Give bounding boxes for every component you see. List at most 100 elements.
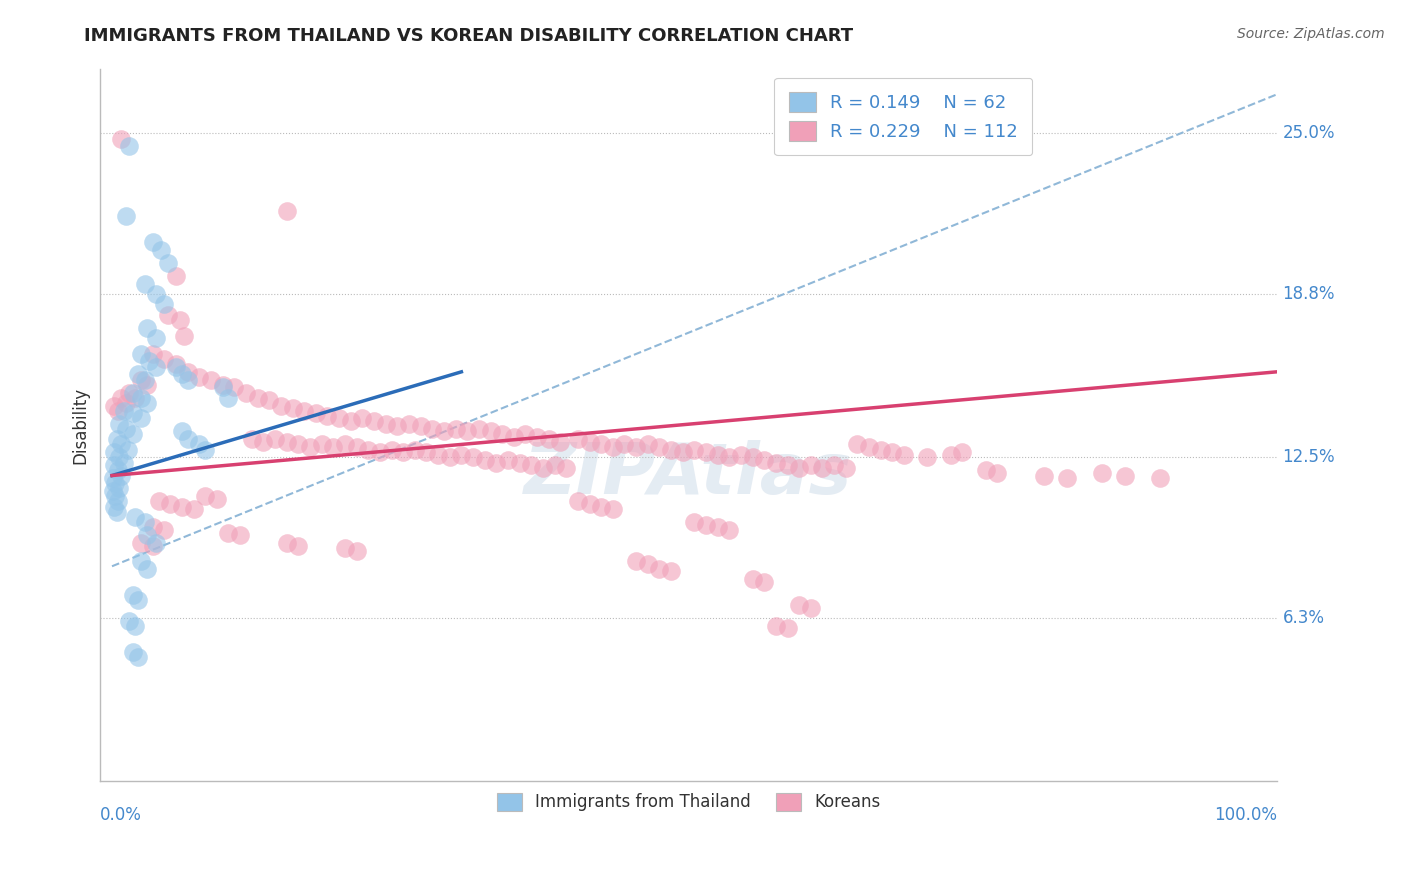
Point	[110, 437, 132, 451]
Point	[550, 434, 572, 449]
Point	[339, 414, 361, 428]
Point	[173, 328, 195, 343]
Point	[134, 277, 156, 291]
Point	[127, 368, 149, 382]
Point	[287, 539, 309, 553]
Point	[103, 458, 125, 472]
Point	[624, 440, 647, 454]
Point	[124, 619, 146, 633]
Point	[145, 287, 167, 301]
Point	[1114, 468, 1136, 483]
Point	[787, 460, 810, 475]
Point	[136, 377, 159, 392]
Point	[110, 391, 132, 405]
Point	[485, 456, 508, 470]
Point	[380, 442, 402, 457]
Point	[404, 442, 426, 457]
Point	[118, 385, 141, 400]
Point	[683, 515, 706, 529]
Point	[252, 434, 274, 449]
Point	[893, 448, 915, 462]
Point	[177, 373, 200, 387]
Point	[156, 256, 179, 270]
Point	[648, 440, 671, 454]
Point	[502, 430, 524, 444]
Text: 12.5%: 12.5%	[1282, 449, 1336, 467]
Text: 6.3%: 6.3%	[1282, 609, 1324, 627]
Point	[134, 373, 156, 387]
Point	[543, 458, 565, 472]
Point	[145, 359, 167, 374]
Point	[165, 268, 187, 283]
Point	[706, 520, 728, 534]
Point	[127, 593, 149, 607]
Point	[357, 442, 380, 457]
Point	[648, 562, 671, 576]
Point	[281, 401, 304, 416]
Point	[695, 517, 717, 532]
Point	[567, 432, 589, 446]
Point	[142, 539, 165, 553]
Point	[659, 442, 682, 457]
Point	[124, 510, 146, 524]
Point	[444, 422, 467, 436]
Point	[276, 536, 298, 550]
Point	[118, 139, 141, 153]
Point	[298, 440, 321, 454]
Point	[456, 425, 478, 439]
Point	[246, 391, 269, 405]
Point	[129, 347, 152, 361]
Point	[520, 458, 543, 472]
Point	[105, 505, 128, 519]
Point	[741, 572, 763, 586]
Point	[142, 235, 165, 250]
Point	[105, 432, 128, 446]
Point	[115, 396, 138, 410]
Point	[124, 391, 146, 405]
Point	[264, 432, 287, 446]
Point	[110, 468, 132, 483]
Point	[637, 437, 659, 451]
Point	[461, 450, 484, 465]
Point	[333, 541, 356, 555]
Point	[835, 460, 858, 475]
Point	[101, 484, 124, 499]
Point	[229, 528, 252, 542]
Point	[823, 458, 845, 472]
Text: Source: ZipAtlas.com: Source: ZipAtlas.com	[1237, 27, 1385, 41]
Point	[420, 422, 443, 436]
Point	[122, 406, 145, 420]
Point	[491, 427, 513, 442]
Point	[145, 536, 167, 550]
Point	[122, 588, 145, 602]
Point	[683, 442, 706, 457]
Point	[468, 422, 491, 436]
Point	[257, 393, 280, 408]
Point	[170, 368, 193, 382]
Point	[145, 331, 167, 345]
Point	[305, 406, 328, 420]
Point	[205, 491, 228, 506]
Point	[869, 442, 891, 457]
Point	[974, 463, 997, 477]
Point	[292, 403, 315, 417]
Point	[107, 463, 129, 477]
Point	[153, 523, 176, 537]
Point	[754, 453, 776, 467]
Point	[101, 471, 124, 485]
Point	[112, 403, 135, 417]
Point	[754, 574, 776, 589]
Point	[1091, 466, 1114, 480]
Point	[170, 500, 193, 514]
Point	[333, 437, 356, 451]
Point	[117, 442, 139, 457]
Point	[368, 445, 391, 459]
Point	[787, 598, 810, 612]
Point	[986, 466, 1008, 480]
Point	[479, 425, 502, 439]
Point	[439, 450, 461, 465]
Point	[526, 430, 548, 444]
Point	[136, 562, 159, 576]
Text: 18.8%: 18.8%	[1282, 285, 1336, 303]
Point	[115, 209, 138, 223]
